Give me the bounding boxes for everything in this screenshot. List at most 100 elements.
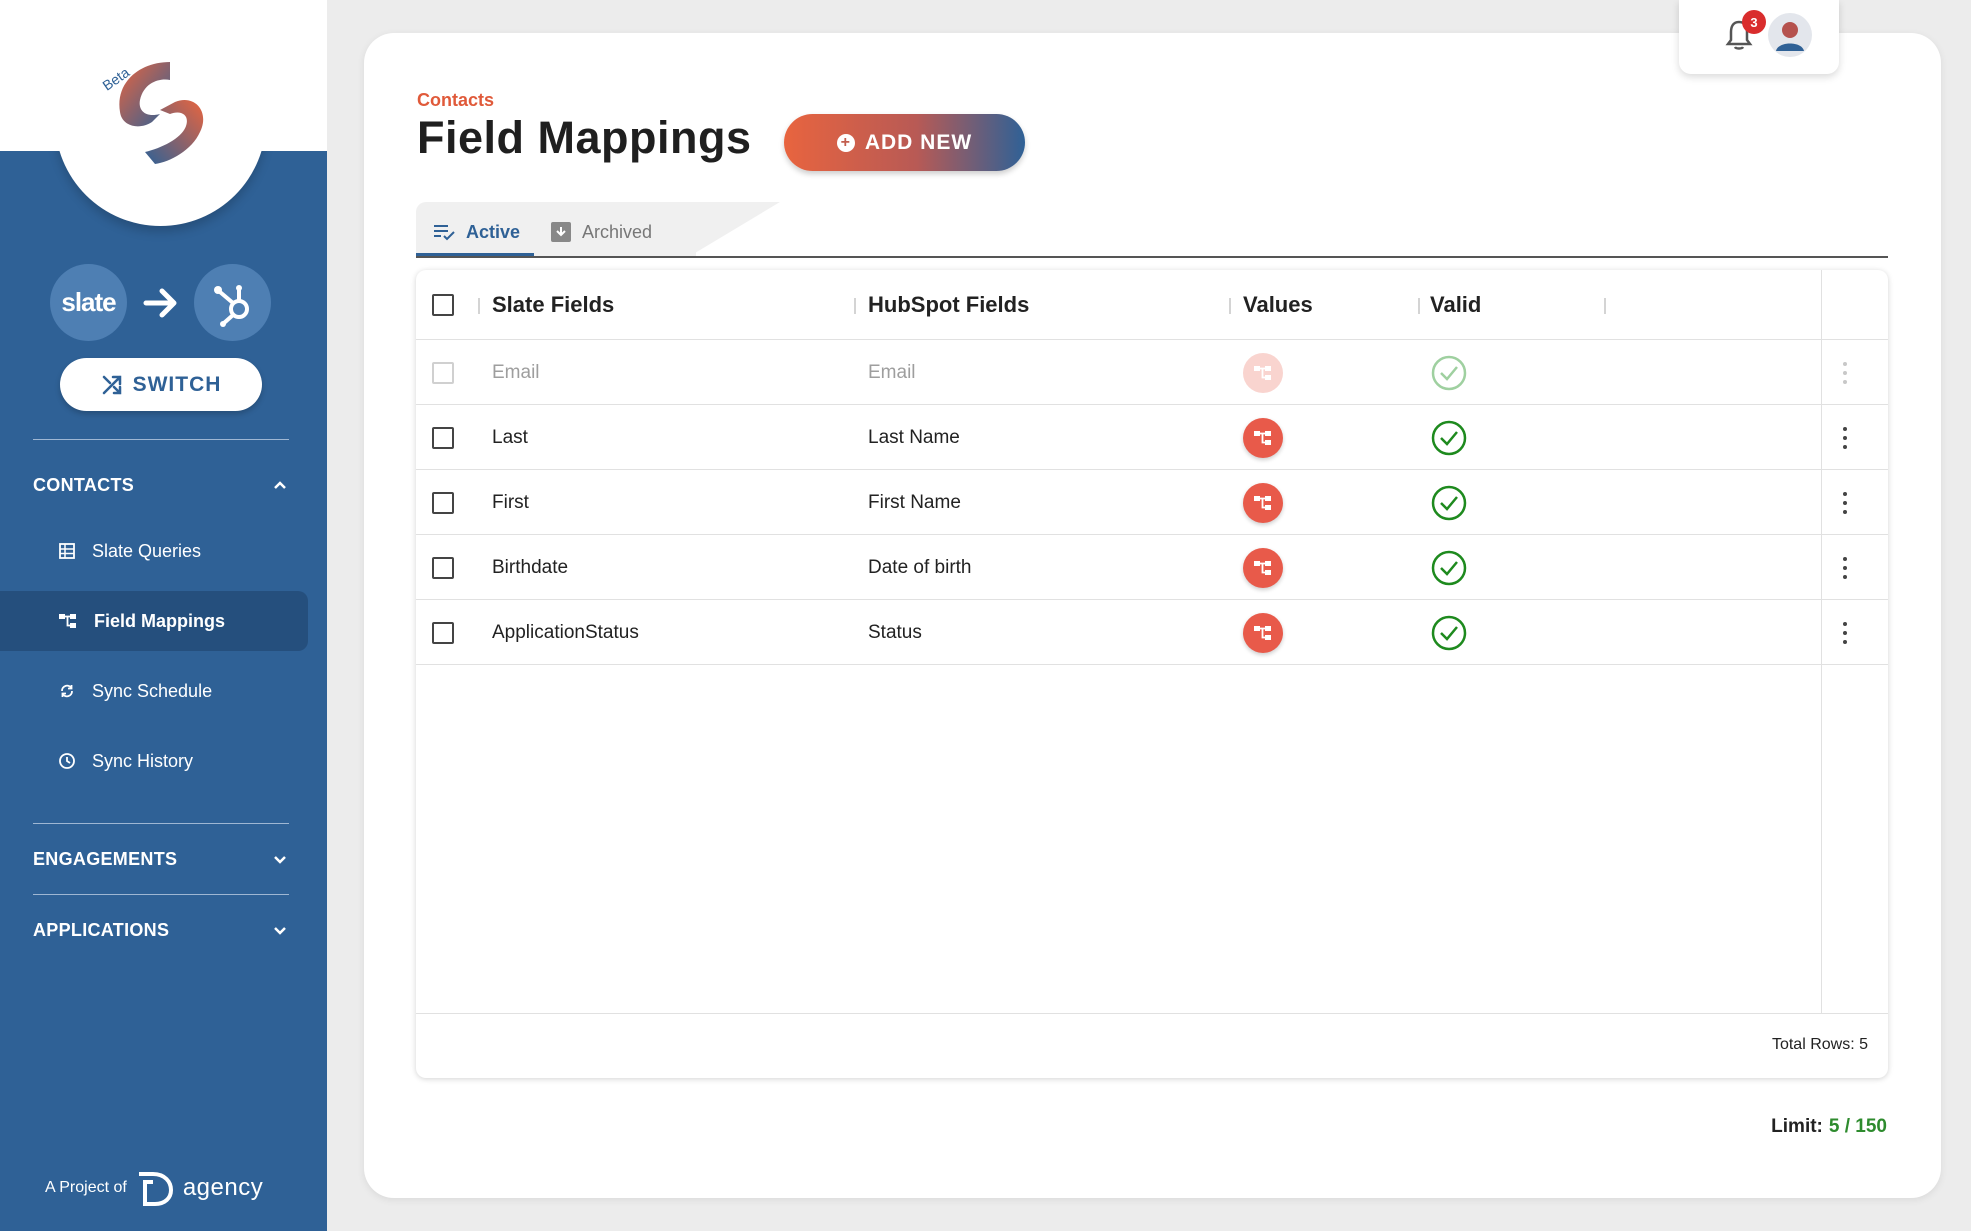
row-checkbox[interactable]: [432, 426, 454, 449]
shuffle-icon: [102, 375, 121, 394]
column-resize-handle[interactable]: [478, 298, 480, 314]
add-new-label: ADD NEW: [864, 130, 973, 154]
field-mappings-table: Slate Fields HubSpot Fields Values Valid…: [416, 270, 1888, 1078]
switch-button[interactable]: SWITCH: [60, 358, 262, 411]
archive-icon: [551, 222, 571, 242]
section-engagements[interactable]: ENGAGEMENTS: [33, 844, 289, 874]
avatar[interactable]: [1768, 13, 1812, 57]
row-checkbox[interactable]: [432, 621, 454, 644]
app-logo[interactable]: Beta: [100, 52, 225, 172]
sidebar-item-label: Sync History: [92, 750, 194, 771]
divider: [33, 439, 289, 440]
page-title: Field Mappings: [417, 112, 752, 163]
column-resize-handle[interactable]: [854, 298, 856, 314]
valid-check-icon: [1431, 355, 1467, 390]
valid-check-icon: [1431, 420, 1467, 455]
section-applications[interactable]: APPLICATIONS: [33, 915, 289, 945]
values-mapping-button[interactable]: [1243, 612, 1283, 653]
row-checkbox[interactable]: [432, 491, 454, 514]
mapping-icon: [1254, 430, 1271, 445]
hubspot-field-cell: Status: [868, 621, 922, 643]
table-footer: Total Rows: 5: [416, 1013, 1888, 1078]
tab-active[interactable]: Active: [432, 214, 520, 250]
limit-label: Limit:: [1771, 1116, 1823, 1137]
table-row[interactable]: Birthdate Date of birth: [416, 535, 1888, 600]
hubspot-field-cell: Email: [868, 361, 916, 383]
row-checkbox[interactable]: [432, 361, 454, 384]
sidebar-item-sync-schedule[interactable]: Sync Schedule: [0, 661, 308, 721]
row-menu-icon[interactable]: [1842, 491, 1848, 514]
slate-field-cell: ApplicationStatus: [492, 621, 639, 643]
sidebar-item-label: Slate Queries: [92, 540, 202, 561]
slate-field-cell: Last: [492, 426, 528, 448]
slate-field-cell: First: [492, 491, 529, 513]
values-mapping-button[interactable]: [1243, 352, 1283, 393]
section-label: ENGAGEMENTS: [33, 848, 178, 869]
total-rows: Total Rows: 5: [1771, 1036, 1868, 1053]
user-avatar-icon: [1776, 22, 1804, 51]
breadcrumb[interactable]: Contacts: [417, 90, 495, 110]
tab-label: Active: [466, 221, 521, 242]
hubspot-logo: [194, 264, 271, 341]
valid-check-icon: [1431, 615, 1467, 650]
mapping-icon: [1254, 625, 1271, 640]
sidebar: Beta slate SWITCH CONTACTS: [0, 0, 327, 1231]
divider: [33, 894, 289, 895]
row-menu-icon[interactable]: [1842, 556, 1848, 579]
values-mapping-button[interactable]: [1243, 547, 1283, 588]
table-icon: [59, 543, 75, 559]
sidebar-item-field-mappings[interactable]: Field Mappings: [0, 591, 308, 651]
row-checkbox[interactable]: [432, 556, 454, 579]
user-toolbar: 3: [1679, 0, 1839, 74]
column-header-hubspot-fields[interactable]: HubSpot Fields: [868, 292, 1030, 317]
chevron-down-icon: [274, 927, 286, 935]
clock-icon: [59, 753, 75, 769]
row-menu-icon[interactable]: [1842, 621, 1848, 644]
sidebar-item-label: Sync Schedule: [92, 680, 213, 701]
table-row[interactable]: ApplicationStatus Status: [416, 600, 1888, 665]
values-mapping-button[interactable]: [1243, 417, 1283, 458]
table-row[interactable]: First First Name: [416, 470, 1888, 535]
sidebar-item-sync-history[interactable]: Sync History: [0, 731, 308, 791]
tab-label: Archived: [582, 221, 653, 242]
section-contacts[interactable]: CONTACTS: [33, 470, 289, 500]
column-resize-handle[interactable]: [1229, 298, 1231, 314]
select-all-cell: [432, 270, 454, 340]
select-all-checkbox[interactable]: [432, 294, 454, 316]
table-header: Slate Fields HubSpot Fields Values Valid: [416, 270, 1888, 340]
tab-archived[interactable]: Archived: [550, 214, 652, 250]
footer-prefix: A Project of: [45, 1179, 127, 1196]
column-header-valid[interactable]: Valid: [1430, 292, 1482, 317]
footer-brand: agency: [182, 1174, 264, 1201]
mapping-icon: [1254, 495, 1271, 510]
column-header-values[interactable]: Values: [1243, 292, 1313, 317]
section-label: APPLICATIONS: [33, 919, 170, 940]
platform-switch-display: slate: [50, 264, 272, 342]
chevron-up-icon: [274, 481, 286, 489]
column-resize-handle[interactable]: [1604, 298, 1606, 314]
values-mapping-button[interactable]: [1243, 482, 1283, 523]
sync-icon: [61, 684, 73, 698]
chevron-down-icon: [274, 856, 286, 864]
switch-label: SWITCH: [132, 372, 222, 396]
mapping-icon: [59, 614, 76, 628]
agency-logo-icon: [138, 1172, 173, 1206]
slate-field-cell: Birthdate: [492, 556, 569, 578]
slate-field-cell: Email: [492, 361, 540, 383]
section-label: CONTACTS: [33, 474, 135, 495]
row-menu-icon[interactable]: [1842, 426, 1848, 449]
table-row[interactable]: Email Email: [416, 340, 1888, 405]
hubspot-icon: [213, 284, 249, 327]
column-header-slate-fields[interactable]: Slate Fields: [492, 292, 615, 317]
notification-badge: 3: [1742, 10, 1766, 34]
add-new-button[interactable]: + ADD NEW: [784, 114, 1025, 171]
list-check-icon: [434, 225, 455, 241]
tabs-divider: [416, 256, 1888, 258]
hubspot-field-cell: Date of birth: [868, 556, 972, 578]
hubspot-field-cell: Last Name: [868, 426, 960, 448]
mapping-icon: [1254, 560, 1271, 575]
table-row[interactable]: Last Last Name: [416, 405, 1888, 470]
row-menu-icon[interactable]: [1842, 361, 1848, 384]
column-resize-handle[interactable]: [1418, 298, 1420, 314]
sidebar-item-slate-queries[interactable]: Slate Queries: [0, 521, 308, 581]
